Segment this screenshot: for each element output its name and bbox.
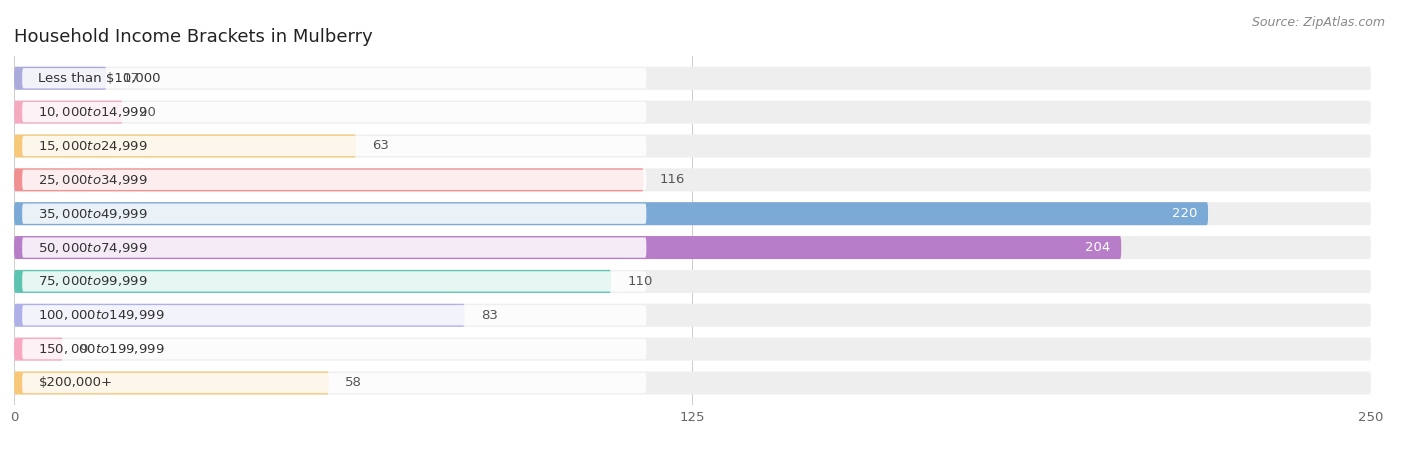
Text: Less than $10,000: Less than $10,000 (38, 72, 160, 85)
FancyBboxPatch shape (22, 339, 647, 359)
FancyBboxPatch shape (14, 67, 107, 90)
Text: 9: 9 (79, 342, 87, 356)
Text: Source: ZipAtlas.com: Source: ZipAtlas.com (1251, 16, 1385, 29)
Text: $200,000+: $200,000+ (38, 377, 112, 390)
Text: $35,000 to $49,999: $35,000 to $49,999 (38, 207, 148, 220)
FancyBboxPatch shape (22, 238, 647, 258)
FancyBboxPatch shape (14, 135, 356, 157)
FancyBboxPatch shape (14, 168, 644, 191)
FancyBboxPatch shape (14, 101, 122, 124)
Text: 83: 83 (481, 309, 498, 322)
FancyBboxPatch shape (14, 304, 1371, 327)
FancyBboxPatch shape (14, 338, 1371, 360)
FancyBboxPatch shape (14, 270, 612, 293)
Text: 220: 220 (1171, 207, 1197, 220)
Text: Household Income Brackets in Mulberry: Household Income Brackets in Mulberry (14, 28, 373, 46)
Text: $25,000 to $34,999: $25,000 to $34,999 (38, 173, 148, 187)
FancyBboxPatch shape (14, 338, 63, 360)
Text: 116: 116 (659, 173, 685, 186)
FancyBboxPatch shape (22, 102, 647, 122)
Text: $50,000 to $74,999: $50,000 to $74,999 (38, 241, 148, 255)
Text: 17: 17 (122, 72, 139, 85)
Text: 110: 110 (627, 275, 652, 288)
FancyBboxPatch shape (14, 202, 1371, 225)
FancyBboxPatch shape (14, 236, 1371, 259)
Text: $100,000 to $149,999: $100,000 to $149,999 (38, 308, 165, 322)
FancyBboxPatch shape (22, 373, 647, 393)
FancyBboxPatch shape (14, 67, 1371, 90)
Text: $15,000 to $24,999: $15,000 to $24,999 (38, 139, 148, 153)
FancyBboxPatch shape (14, 270, 1371, 293)
Text: $150,000 to $199,999: $150,000 to $199,999 (38, 342, 165, 356)
FancyBboxPatch shape (22, 203, 647, 224)
Text: 204: 204 (1085, 241, 1111, 254)
FancyBboxPatch shape (14, 304, 464, 327)
FancyBboxPatch shape (14, 135, 1371, 157)
FancyBboxPatch shape (14, 101, 1371, 124)
FancyBboxPatch shape (22, 305, 647, 325)
FancyBboxPatch shape (14, 202, 1208, 225)
Text: 63: 63 (373, 140, 389, 153)
FancyBboxPatch shape (14, 372, 329, 395)
Text: 58: 58 (344, 377, 361, 390)
FancyBboxPatch shape (22, 271, 647, 292)
FancyBboxPatch shape (22, 136, 647, 156)
Text: $75,000 to $99,999: $75,000 to $99,999 (38, 274, 148, 288)
Text: $10,000 to $14,999: $10,000 to $14,999 (38, 105, 148, 119)
FancyBboxPatch shape (22, 170, 647, 190)
Text: 20: 20 (139, 106, 156, 119)
FancyBboxPatch shape (22, 68, 647, 88)
FancyBboxPatch shape (14, 372, 1371, 395)
FancyBboxPatch shape (14, 168, 1371, 191)
FancyBboxPatch shape (14, 236, 1121, 259)
